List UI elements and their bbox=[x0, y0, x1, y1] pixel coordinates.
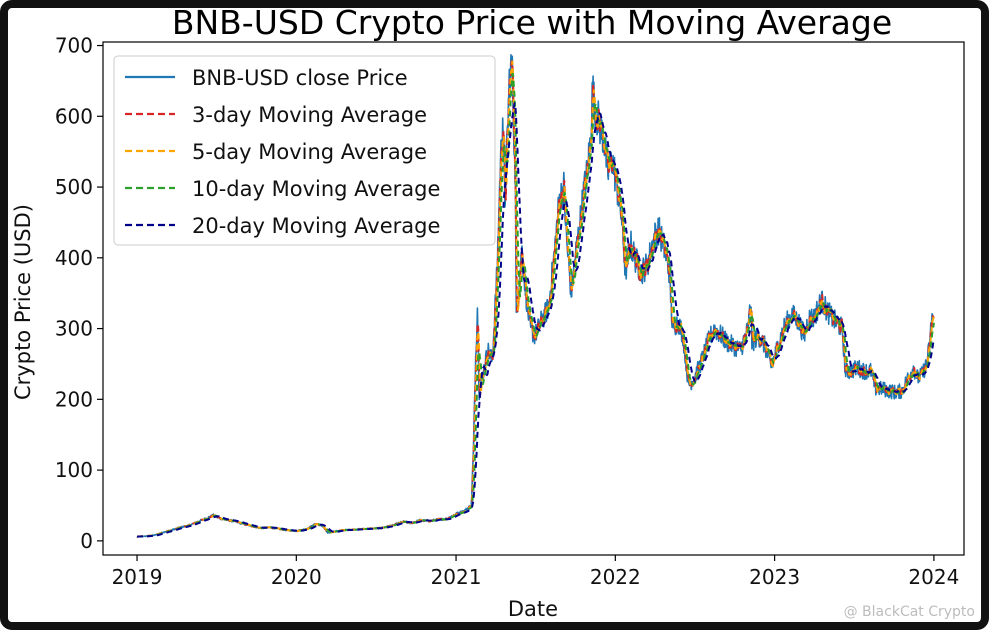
watermark: @ BlackCat Crypto bbox=[843, 604, 975, 620]
y-axis-label: Crypto Price (USD) bbox=[11, 204, 35, 400]
y-tick-label: 200 bbox=[55, 387, 93, 411]
y-tick-label: 400 bbox=[55, 246, 93, 270]
plot-area bbox=[136, 54, 935, 538]
x-axis-label: Date bbox=[508, 597, 558, 621]
y-tick-label: 0 bbox=[80, 529, 93, 553]
plot-frame bbox=[102, 41, 965, 556]
legend-label: 3-day Moving Average bbox=[192, 103, 427, 127]
x-tick-label: 2023 bbox=[749, 565, 800, 589]
y-tick-label: 700 bbox=[55, 34, 93, 58]
legend-label: 5-day Moving Average bbox=[192, 140, 427, 164]
x-tick-label: 2024 bbox=[908, 565, 959, 589]
x-tick-label: 2022 bbox=[590, 565, 641, 589]
legend-label: 10-day Moving Average bbox=[192, 177, 440, 201]
chart-title: BNB-USD Crypto Price with Moving Average bbox=[172, 3, 892, 42]
x-tick-label: 2020 bbox=[271, 565, 322, 589]
axes: 0 100 200 300 400 500 600 700 2019 2020 2021 2022 20… bbox=[55, 34, 965, 589]
series-line-10-day-ma bbox=[136, 72, 935, 538]
legend: BNB-USD close Price 3-day Moving Average 5… bbox=[113, 55, 496, 246]
y-tick-label: 300 bbox=[55, 317, 93, 341]
y-tick-label: 600 bbox=[55, 104, 93, 128]
legend-box bbox=[113, 55, 496, 246]
legend-label: 20-day Moving Average bbox=[192, 214, 440, 238]
y-tick-label: 100 bbox=[55, 458, 93, 482]
x-tick-label: 2021 bbox=[431, 565, 482, 589]
legend-label: BNB-USD close Price bbox=[192, 66, 408, 90]
y-tick-label: 500 bbox=[55, 175, 93, 199]
x-tick-label: 2019 bbox=[112, 565, 163, 589]
